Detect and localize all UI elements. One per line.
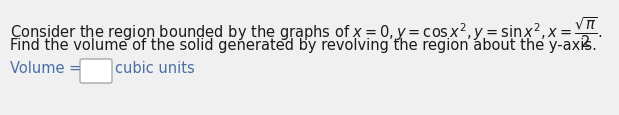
Text: Find the volume of the solid generated by revolving the region about the y-axis.: Find the volume of the solid generated b… [10, 38, 597, 53]
Text: Consider the region bounded by the graphs of $x = 0, y = \cos x^2, y = \sin x^2,: Consider the region bounded by the graph… [10, 16, 603, 50]
Text: cubic units: cubic units [115, 60, 195, 75]
Text: Volume =: Volume = [10, 60, 86, 75]
FancyBboxPatch shape [80, 59, 112, 83]
